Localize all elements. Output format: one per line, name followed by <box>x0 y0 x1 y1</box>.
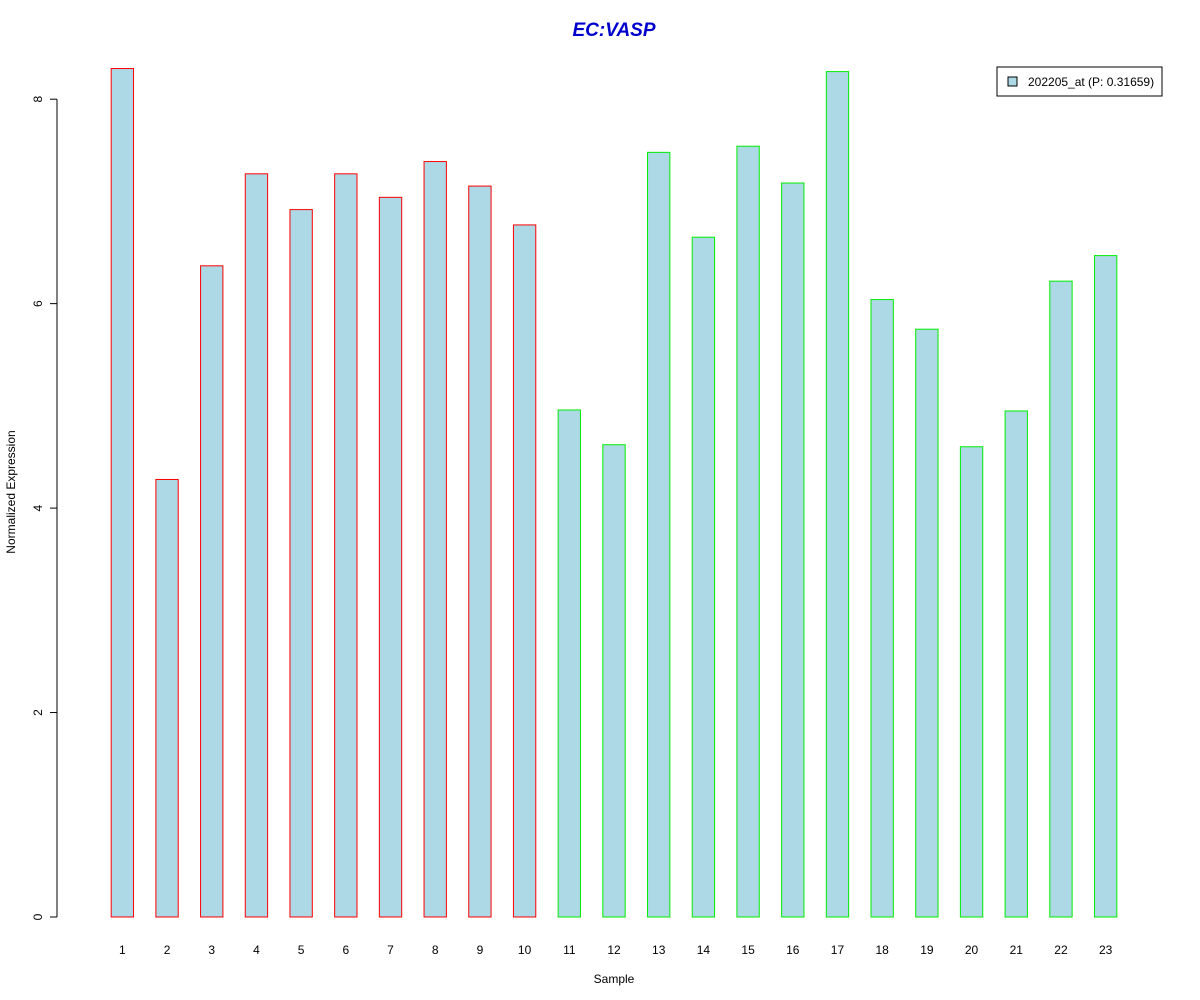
x-tick-label: 12 <box>607 943 621 957</box>
bar-sample-20 <box>959 446 984 918</box>
bar-sample-12 <box>602 444 626 918</box>
x-tick-label: 9 <box>477 943 484 957</box>
x-tick-label: 21 <box>1010 943 1024 957</box>
bar-sample-2 <box>155 478 179 918</box>
x-axis-label: Sample <box>594 972 635 986</box>
x-tick-labels: 1 2 3 4 5 6 7 8 9 10 11 12 13 14 15 16 17 18 19 20 21 22 23 <box>119 943 1113 957</box>
x-tick-label: 2 <box>164 943 171 957</box>
x-tick-label: 6 <box>342 943 349 957</box>
y-tick-label: 6 <box>31 300 45 307</box>
bar-sample-23 <box>1093 255 1118 918</box>
x-tick-label: 22 <box>1054 943 1068 957</box>
bar-sample-4 <box>244 173 269 918</box>
x-tick-label: 5 <box>298 943 305 957</box>
legend-box <box>996 66 1163 97</box>
bar-sample-22 <box>1049 280 1073 918</box>
x-tick-label: 23 <box>1099 943 1113 957</box>
x-tick-label: 13 <box>652 943 666 957</box>
y-tick-label: 8 <box>31 96 45 103</box>
y-axis: 0 2 4 6 8 <box>31 96 58 920</box>
legend: 202205_at (P: 0.31659) <box>996 66 1163 97</box>
bar-sample-19 <box>915 328 939 918</box>
legend-entry-label: 202205_at (P: 0.31659) <box>1028 75 1154 89</box>
bar-sample-11 <box>557 409 581 918</box>
x-tick-label: 16 <box>786 943 800 957</box>
bar-sample-16 <box>781 182 805 918</box>
x-tick-label: 4 <box>253 943 260 957</box>
x-tick-label: 1 <box>119 943 126 957</box>
x-tick-label: 10 <box>518 943 532 957</box>
y-tick-label: 4 <box>31 504 45 511</box>
bars-group <box>110 68 1118 918</box>
legend-swatch <box>1007 76 1018 87</box>
y-tick-label: 0 <box>31 913 45 920</box>
bar-sample-1 <box>110 68 135 918</box>
bar-sample-13 <box>647 151 671 918</box>
bar-sample-14 <box>691 236 716 918</box>
bar-sample-17 <box>825 71 850 918</box>
bar-sample-7 <box>378 196 403 918</box>
bar-sample-21 <box>1004 410 1028 918</box>
x-tick-label: 3 <box>208 943 215 957</box>
chart-title: EC:VASP <box>572 20 655 41</box>
bar-sample-9 <box>468 185 492 918</box>
bar-sample-8 <box>423 161 447 918</box>
bar-sample-18 <box>870 299 894 918</box>
x-tick-label: 7 <box>387 943 394 957</box>
x-tick-label: 18 <box>875 943 889 957</box>
x-tick-label: 20 <box>965 943 979 957</box>
x-tick-label: 11 <box>563 943 576 957</box>
x-tick-label: 19 <box>920 943 934 957</box>
bar-sample-6 <box>334 173 358 918</box>
x-tick-label: 8 <box>432 943 439 957</box>
x-tick-label: 14 <box>697 943 711 957</box>
y-tick-label: 2 <box>31 709 45 716</box>
x-tick-label: 17 <box>831 943 845 957</box>
y-axis-label: Normalized Expression <box>4 430 18 553</box>
bar-sample-15 <box>736 145 760 918</box>
bar-sample-5 <box>289 209 313 918</box>
x-tick-label: 15 <box>741 943 755 957</box>
bar-sample-10 <box>512 224 537 918</box>
bar-sample-3 <box>200 265 224 918</box>
